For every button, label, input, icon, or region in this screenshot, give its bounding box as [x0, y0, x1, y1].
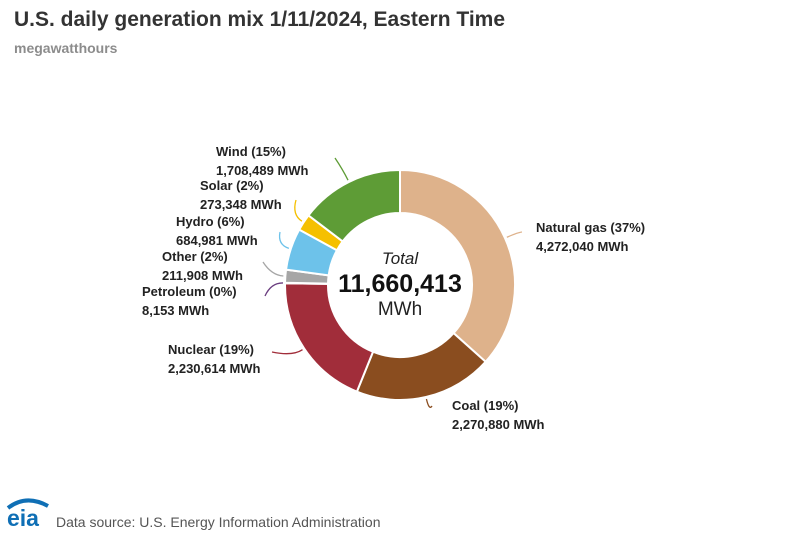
label-name-wind: Wind (15%) [216, 144, 286, 159]
chart-title: U.S. daily generation mix 1/11/2024, Eas… [14, 8, 506, 31]
slice-natural-gas [399, 168, 516, 364]
label-value-coal: 2,270,880 MWh [452, 417, 545, 432]
eia-logo: eia [6, 498, 49, 531]
label-value-solar: 273,348 MWh [200, 197, 282, 212]
label-value-natural-gas: 4,272,040 MWh [536, 239, 629, 254]
slice-nuclear [284, 282, 375, 393]
label-value-wind: 1,708,489 MWh [216, 163, 309, 178]
label-name-coal: Coal (19%) [452, 398, 518, 413]
footer: eia Data source: U.S. Energy Information… [0, 496, 800, 532]
label-name-nuclear: Nuclear (19%) [168, 342, 254, 357]
leader-natural-gas [506, 231, 523, 238]
center-total-value: 11,660,413 [338, 270, 462, 298]
label-name-petroleum: Petroleum (0%) [142, 284, 237, 299]
chart-subtitle-units: megawatthours [14, 40, 118, 56]
center-total-label: Total [382, 249, 419, 268]
leader-lines [262, 157, 523, 408]
label-name-natural-gas: Natural gas (37%) [536, 220, 645, 235]
donut-slices [283, 168, 516, 401]
eia-logo-text: eia [7, 505, 39, 531]
data-source: Data source: U.S. Energy Information Adm… [56, 514, 381, 530]
label-name-hydro: Hydro (6%) [176, 214, 245, 229]
eia-logo-arc [6, 498, 49, 510]
label-name-solar: Solar (2%) [200, 178, 264, 193]
leader-hydro [278, 231, 290, 249]
leader-wind [334, 157, 349, 181]
slice-labels: Natural gas (37%) 4,272,040 MWh Coal (19%)… [142, 144, 645, 432]
label-name-other: Other (2%) [162, 249, 228, 264]
leader-other [262, 261, 284, 277]
leader-nuclear [271, 349, 303, 355]
label-value-nuclear: 2,230,614 MWh [168, 361, 261, 376]
donut-chart: Natural gas (37%) 4,272,040 MWh Coal (19%)… [142, 144, 645, 432]
label-value-hydro: 684,981 MWh [176, 233, 258, 248]
leader-solar [294, 199, 303, 222]
label-value-other: 211,908 MWh [162, 268, 243, 283]
leader-petroleum [264, 282, 284, 297]
slice-wind [307, 168, 401, 243]
center-total-unit: MWh [378, 299, 422, 320]
label-value-petroleum: 8,153 MWh [142, 303, 209, 318]
leader-coal [425, 398, 433, 408]
